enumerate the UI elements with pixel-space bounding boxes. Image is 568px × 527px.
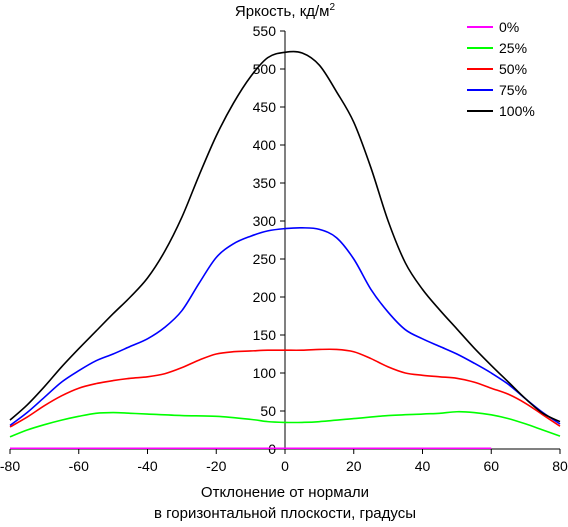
y-tick-label: 450 [253,99,277,115]
legend-label: 50% [499,61,527,77]
x-tick-label: -60 [69,458,89,474]
legend-label: 0% [499,19,519,35]
x-axis-title-line1: Отклонение от нормали [201,484,369,501]
y-tick-label: 550 [253,23,277,39]
y-tick-label: 500 [253,61,277,77]
y-axis-title: Яркость, кд/м2 [235,2,336,20]
x-tick-label: 60 [483,458,499,474]
y-tick-label: 100 [253,365,277,381]
x-tick-label: 40 [415,458,431,474]
y-tick-label: 50 [260,403,276,419]
x-tick-label: -20 [206,458,226,474]
y-tick-label: 350 [253,175,277,191]
legend-item: 100% [467,103,535,119]
legend-label: 75% [499,82,527,98]
x-tick-label: -40 [137,458,157,474]
x-tick-label: 20 [346,458,362,474]
legend-item: 25% [467,40,527,56]
x-tick-label: 0 [281,458,289,474]
x-tick-label: -80 [0,458,20,474]
legend-label: 25% [499,40,527,56]
y-tick-label: 250 [253,251,277,267]
legend: 0% 25% 50% 75% 100% [467,19,535,119]
x-axis-title-line2: в горизонтальной плоскости, градусы [154,505,416,522]
y-tick-label: 150 [253,327,277,343]
y-tick-label: 300 [253,213,277,229]
legend-item: 50% [467,61,527,77]
legend-item: 75% [467,82,527,98]
series-line-50pct [9,348,561,428]
series-lines [9,50,561,450]
y-tick-label: 200 [253,289,277,305]
legend-item: 0% [467,19,519,35]
series-line-25pct [9,410,561,438]
axes: -80 -60 -40 -20 0 20 40 60 800501001502002503003… [0,23,568,474]
y-tick-label: 400 [253,137,277,153]
series-line-75pct [9,227,561,427]
series-line-100pct [9,50,561,423]
x-tick-label: 80 [552,458,568,474]
legend-label: 100% [499,103,535,119]
